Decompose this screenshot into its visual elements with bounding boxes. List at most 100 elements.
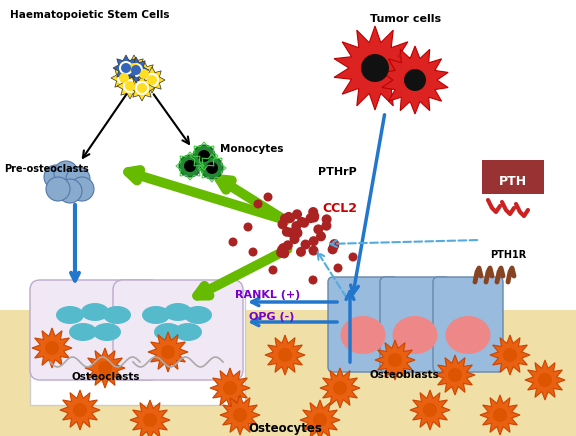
Circle shape (278, 348, 292, 362)
Ellipse shape (154, 323, 182, 341)
Circle shape (131, 65, 141, 75)
Circle shape (179, 155, 201, 177)
Polygon shape (480, 395, 520, 435)
Circle shape (279, 249, 289, 259)
FancyBboxPatch shape (113, 280, 243, 380)
Circle shape (309, 212, 319, 222)
Circle shape (268, 266, 278, 275)
Ellipse shape (142, 306, 170, 324)
Circle shape (493, 408, 507, 422)
Circle shape (423, 403, 437, 417)
Bar (0, 0, 576, 310)
Text: PTH: PTH (499, 174, 527, 187)
Polygon shape (117, 73, 143, 99)
Bar (30, 290, 245, 405)
Circle shape (233, 408, 247, 422)
Circle shape (361, 54, 389, 82)
Circle shape (119, 61, 133, 75)
Polygon shape (382, 46, 448, 114)
Circle shape (292, 209, 302, 219)
Circle shape (206, 162, 218, 174)
Circle shape (296, 247, 306, 257)
Polygon shape (139, 67, 165, 93)
Polygon shape (85, 348, 125, 388)
Circle shape (45, 341, 59, 355)
Circle shape (276, 248, 286, 258)
Circle shape (313, 225, 323, 235)
Circle shape (147, 75, 157, 85)
Circle shape (73, 403, 87, 417)
Circle shape (388, 353, 402, 367)
Circle shape (70, 177, 94, 201)
Circle shape (201, 157, 223, 179)
Text: OPG (-): OPG (-) (249, 312, 295, 322)
Ellipse shape (56, 306, 84, 324)
Circle shape (286, 228, 296, 238)
Circle shape (161, 345, 175, 359)
Circle shape (301, 239, 310, 249)
Text: Osteoblasts: Osteoblasts (370, 370, 439, 380)
Polygon shape (121, 55, 147, 81)
Circle shape (145, 73, 159, 87)
Polygon shape (490, 335, 530, 375)
Text: RANKL (+): RANKL (+) (236, 290, 301, 300)
Circle shape (46, 177, 70, 201)
Text: CCL2: CCL2 (322, 202, 357, 215)
Circle shape (291, 229, 301, 239)
Circle shape (198, 150, 210, 162)
Circle shape (329, 241, 339, 251)
Circle shape (282, 227, 292, 237)
Circle shape (139, 69, 149, 79)
Polygon shape (32, 328, 72, 368)
Text: Tumor cells: Tumor cells (370, 14, 441, 24)
Ellipse shape (174, 323, 202, 341)
Ellipse shape (81, 303, 109, 321)
Circle shape (309, 245, 319, 255)
FancyBboxPatch shape (380, 277, 450, 372)
Circle shape (321, 215, 332, 225)
Circle shape (44, 165, 68, 189)
Circle shape (117, 71, 131, 85)
Circle shape (313, 413, 327, 427)
FancyBboxPatch shape (482, 160, 544, 194)
Circle shape (125, 81, 135, 91)
Polygon shape (334, 26, 416, 110)
Circle shape (248, 248, 257, 256)
Text: Pre-osteoclasts: Pre-osteoclasts (4, 164, 89, 174)
Circle shape (316, 232, 326, 242)
Polygon shape (220, 395, 260, 435)
Circle shape (223, 381, 237, 395)
Ellipse shape (164, 303, 192, 321)
Polygon shape (113, 55, 139, 81)
Circle shape (253, 200, 263, 208)
Circle shape (127, 61, 141, 75)
Circle shape (321, 221, 331, 231)
Polygon shape (123, 57, 149, 83)
Circle shape (538, 373, 552, 387)
FancyBboxPatch shape (30, 280, 160, 380)
Text: Monocytes: Monocytes (220, 144, 283, 154)
Circle shape (137, 83, 147, 93)
Circle shape (291, 221, 301, 231)
Circle shape (129, 63, 139, 73)
Circle shape (98, 361, 112, 375)
Polygon shape (265, 335, 305, 375)
Circle shape (284, 212, 294, 222)
Circle shape (278, 243, 288, 253)
Circle shape (404, 69, 426, 91)
Circle shape (309, 211, 319, 221)
Ellipse shape (445, 316, 491, 354)
Ellipse shape (392, 316, 438, 354)
Circle shape (308, 207, 318, 217)
Circle shape (309, 276, 317, 285)
Polygon shape (130, 400, 170, 436)
Bar (0, 310, 576, 436)
Circle shape (244, 222, 252, 232)
Circle shape (66, 167, 90, 191)
Ellipse shape (184, 306, 212, 324)
Circle shape (54, 161, 78, 185)
Circle shape (129, 63, 143, 77)
Circle shape (58, 179, 82, 203)
Polygon shape (375, 340, 415, 380)
Circle shape (135, 81, 149, 95)
